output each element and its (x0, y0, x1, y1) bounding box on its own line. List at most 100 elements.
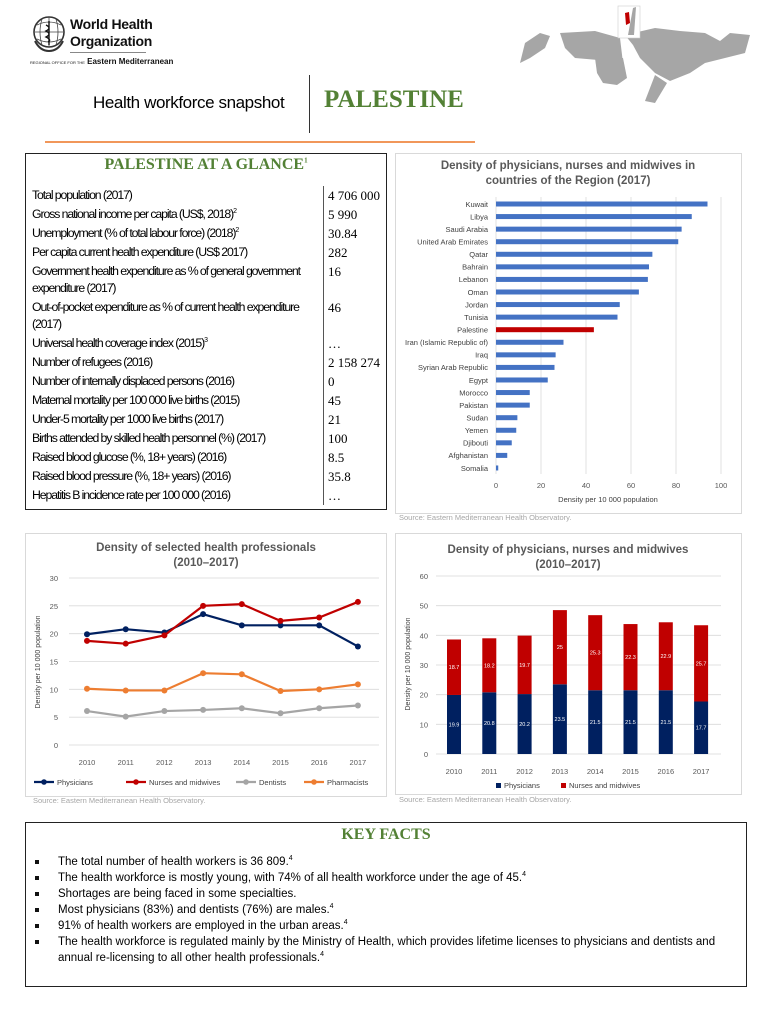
bar-nurses-and-midwives (658, 622, 673, 691)
data-label: 25.7 (696, 661, 707, 667)
bar-somalia (496, 465, 499, 471)
y-axis-label: Density per 10 000 population (405, 617, 412, 710)
glance-value: 4 706 000 (323, 186, 386, 205)
key-facts-panel: KEY FACTS The total number of health wor… (25, 822, 747, 987)
x-tick-label: 2017 (693, 767, 710, 776)
bar-physicians (658, 690, 673, 754)
category-label: Egypt (469, 376, 489, 385)
glance-label: Raised blood glucose (%, 18+ years) (201… (32, 450, 227, 464)
glance-value: 8.5 (323, 448, 386, 467)
bar-physicians (588, 690, 603, 754)
glance-value: 16 (323, 262, 386, 298)
glance-label: Under-5 mortality per 1000 live births (… (32, 412, 224, 426)
glance-label: Gross national income per capita (US$, 2… (32, 207, 237, 221)
chart-title: Density of selected health professionals (96, 542, 316, 554)
legend-swatch (496, 783, 501, 788)
point-pharmacists (161, 687, 168, 694)
point-nurses-and-midwives (161, 632, 168, 639)
bar-lebanon (496, 276, 648, 282)
data-label: 22.9 (660, 654, 671, 660)
point-nurses-and-midwives (238, 601, 245, 608)
point-pharmacists (277, 688, 284, 695)
chart-title: Density of physicians, nurses and midwiv… (441, 160, 695, 172)
y-tick-label: 25 (50, 602, 58, 611)
point-physicians (238, 622, 245, 629)
data-label: 21.5 (590, 720, 601, 726)
x-tick-label: 2011 (118, 758, 134, 767)
category-label: Djibouti (463, 439, 488, 448)
y-tick-label: 20 (50, 630, 58, 639)
glance-row: Per capita current health expenditure (U… (28, 243, 386, 262)
line-nurses-and-midwives (86, 600, 359, 645)
x-tick-label: 2014 (587, 767, 604, 776)
point-dentists (277, 710, 284, 717)
legend-label: Nurses and midwives (149, 778, 221, 787)
point-pharmacists (200, 670, 207, 677)
bar-nurses-and-midwives (694, 625, 709, 702)
bar-morocco (496, 390, 530, 396)
data-label: 25.3 (590, 651, 601, 657)
bar-jordan (496, 302, 620, 308)
point-dentists (84, 708, 90, 715)
x-axis-label: Density per 10 000 population (558, 495, 658, 504)
point-pharmacists (316, 686, 323, 693)
data-label: 23.5 (555, 717, 566, 723)
category-label: Kuwait (465, 200, 488, 209)
glance-label: Total population (2017) (32, 188, 133, 202)
y-tick-label: 15 (50, 658, 58, 667)
key-fact-item: Most physicians (83%) and dentists (76%)… (35, 902, 728, 918)
category-label: Lebanon (459, 275, 488, 284)
x-tick-label: 0 (494, 481, 498, 490)
x-tick-label: 2014 (233, 758, 250, 767)
bar-syrian-arab-republic (496, 364, 555, 370)
snapshot-label: Health workforce snapshot (93, 93, 285, 112)
chart-title: (2010–2017) (535, 559, 600, 571)
region-map (520, 5, 750, 103)
bar-nurses-and-midwives (447, 639, 461, 695)
bar-nurses-and-midwives (482, 638, 497, 693)
bar-saudi-arabia (496, 226, 682, 232)
glance-label: Number of internally displaced persons (… (32, 374, 235, 388)
y-tick-label: 40 (420, 631, 428, 640)
glance-row: Gross national income per capita (US$, 2… (28, 205, 386, 224)
legend-label: Pharmacists (327, 778, 369, 787)
glance-value: 45 (323, 391, 386, 410)
bar-qatar (496, 251, 653, 257)
glance-value: 282 (323, 243, 386, 262)
bar-physicians (552, 684, 567, 754)
line-pharmacists (86, 672, 359, 693)
x-tick-label: 2013 (195, 758, 212, 767)
category-label: Tunisia (464, 313, 489, 322)
point-physicians (84, 631, 90, 638)
glance-row: Total population (2017) 4 706 000 (28, 186, 386, 205)
category-label: Palestine (457, 326, 488, 335)
data-label: 19.7 (519, 663, 530, 669)
stacked-density-chart: Density of physicians, nurses and midwiv… (395, 533, 742, 795)
bar-iran-islamic-republic-of- (496, 339, 564, 345)
data-label: 25 (557, 645, 563, 651)
x-tick-label: 20 (537, 481, 545, 490)
legend-label: Nurses and midwives (569, 781, 641, 790)
bar-palestine (496, 327, 594, 333)
data-label: 22.3 (625, 655, 636, 661)
x-tick-label: 2012 (516, 767, 533, 776)
point-physicians (354, 643, 361, 650)
bar-afghanistan (496, 452, 508, 458)
glance-row: Under-5 mortality per 1000 live births (… (28, 410, 386, 429)
chart1-source: Source: Eastern Mediterranean Health Obs… (399, 513, 572, 522)
point-nurses-and-midwives (277, 617, 284, 624)
point-dentists (200, 706, 207, 713)
data-label: 18.2 (484, 663, 495, 669)
category-label: Sudan (466, 413, 488, 422)
professionals-line-chart: Density of selected health professionals… (25, 533, 387, 797)
glance-label: Maternal mortality per 100 000 live birt… (32, 393, 240, 407)
category-label: Bahrain (462, 263, 488, 272)
data-label: 21.5 (625, 720, 636, 726)
category-label: Jordan (465, 300, 488, 309)
point-dentists (161, 708, 168, 715)
bar-united-arab-emirates (496, 239, 679, 245)
glance-row: Raised blood glucose (%, 18+ years) (201… (28, 448, 386, 467)
category-label: Afghanistan (448, 451, 488, 460)
point-physicians (316, 622, 323, 629)
chart-title: Density of physicians, nurses and midwiv… (448, 544, 689, 556)
